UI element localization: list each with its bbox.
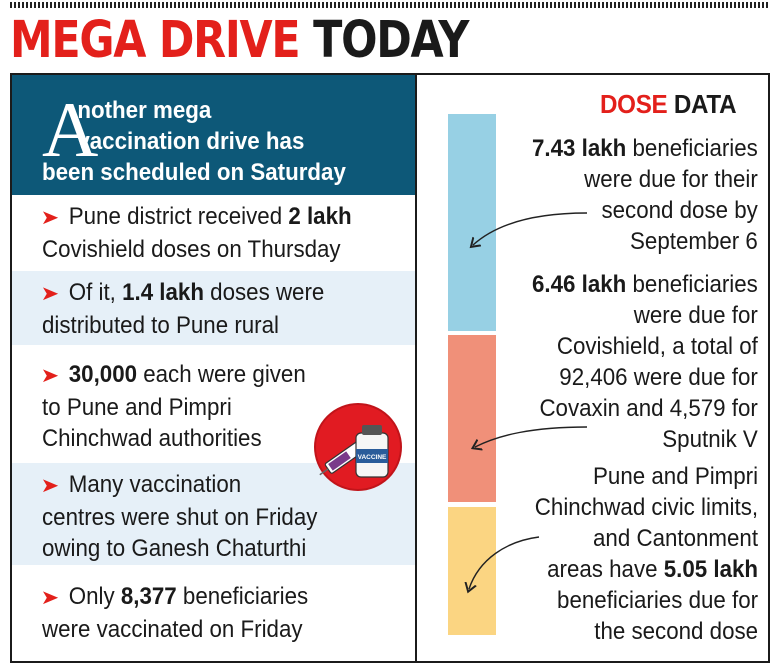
vial-label: VACCINE [358,454,387,461]
intro-line-3: been scheduled on Saturday [42,159,346,186]
headline-red: MEGA DRIVE [10,11,301,70]
intro-line-2: vaccination drive has [77,128,305,155]
top-rule [10,2,770,8]
dose-fact-1: 7.43 lakh beneficiaries were due for the… [532,135,758,255]
list-item: ➤ Pune district received 2 lakh Covishiel… [40,203,352,263]
arrow-bullet-icon: ➤ [40,207,60,229]
vaccine-icon: VACCINE [314,403,402,491]
arrow-bullet-icon: ➤ [40,475,60,497]
page-headline: MEGA DRIVE TODAY [10,10,648,72]
intro-dropcap: A [42,86,99,173]
bar-segment-orange [448,335,496,502]
list-item: ➤ 30,000 each were given to Pune and Pimp… [40,361,306,452]
arrow-bullet-icon: ➤ [40,283,60,305]
intro-text: nother mega vaccination drive has been s… [42,95,346,188]
intro-line-1: nother mega [77,97,212,124]
dose-data-panel: DOSE DATA 7.43 lakh beneficiaries were d… [417,73,770,663]
callout-arrows [417,212,588,665]
bar-segment-yellow [448,507,496,635]
vaccine-illustration: VACCINE [319,425,389,478]
callout-arrow-3 [469,536,540,589]
list-item: ➤ Only 8,377 beneficiaries were vaccinate… [40,583,309,643]
left-panel: A nother mega vaccination drive has been… [10,73,417,663]
headline-black: TODAY [313,11,469,70]
dose-fact-3: Pune and Pimpri Chinchwad civic limits, … [534,463,758,645]
dose-data-title: DOSE DATA [600,89,737,119]
callout-arrow-2 [475,426,588,447]
arrow-bullet-icon: ➤ [40,587,60,609]
list-item: ➤ Of it, 1.4 lakh doses were distributed … [12,271,415,345]
callout-arrow-1 [473,212,588,245]
arrow-bullet-icon: ➤ [40,365,60,387]
bar-segment-blue [448,114,496,331]
dose-fact-2: 6.46 lakh beneficiaries were due for Cov… [532,271,758,453]
intro-box: A nother mega vaccination drive has been… [12,75,415,195]
